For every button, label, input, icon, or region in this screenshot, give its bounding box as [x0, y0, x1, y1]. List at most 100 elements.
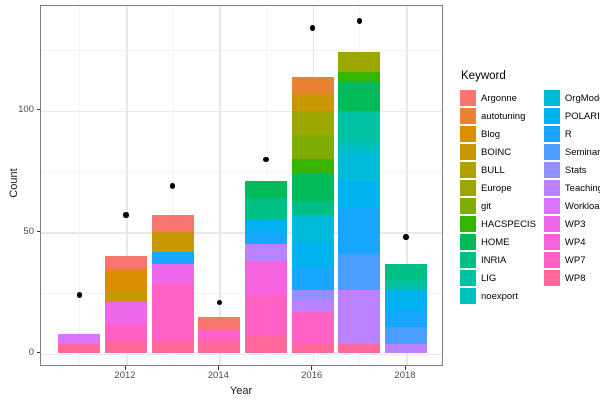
- legend-item-label: LIG: [481, 272, 497, 284]
- legend-key-swatch: [460, 234, 476, 250]
- bar-2011: [58, 334, 101, 354]
- bar-segment-2017-LIG: [338, 110, 381, 143]
- legend-item-label: WP7: [564, 254, 586, 266]
- legend-item-label: OrgMode: [564, 92, 600, 104]
- legend-item-OrgMode: OrgMode: [543, 89, 600, 107]
- y-major-gridline: [41, 110, 442, 113]
- y-major-gridline: [41, 232, 442, 234]
- y-axis-title: Count: [8, 168, 20, 198]
- count-point-2011: [76, 292, 83, 298]
- legend-key-swatch: [460, 180, 476, 196]
- legend-key-swatch: [460, 144, 476, 160]
- y-minor-gridline: [41, 171, 442, 173]
- bar-segment-2017-noexport: [338, 142, 381, 152]
- count-point-2017: [356, 18, 363, 24]
- x-tick-mark: [404, 366, 406, 370]
- legend-item-WP8: WP8: [543, 269, 600, 287]
- bar-segment-2013-WP8: [151, 341, 194, 354]
- bar-segment-2018-LIG: [385, 280, 427, 291]
- bar-segment-2012-BOINC: [105, 290, 147, 303]
- bar-segment-2013-Argonne: [151, 215, 194, 233]
- bar-2015: [245, 181, 287, 354]
- count-point-2013: [169, 183, 176, 189]
- x-major-gridline: [126, 6, 128, 365]
- bar-segment-2017-OrgMode: [338, 151, 381, 182]
- bar-segment-2016-git: [291, 134, 334, 160]
- plot-panel: [40, 5, 443, 366]
- bar-segment-2017-R: [338, 207, 381, 254]
- bar-segment-2018-POLARIS: [385, 290, 427, 310]
- bar-segment-2013-WP3: [151, 263, 194, 284]
- legend-item-Blog: Blog: [460, 125, 536, 143]
- y-tick-mark: [36, 230, 40, 232]
- legend-item-label: Argonne: [481, 92, 517, 104]
- y-tick-mark: [36, 352, 40, 353]
- bar-2013: [151, 215, 194, 354]
- bar-segment-2015-WP8: [245, 336, 287, 354]
- bar-segment-2015-WP7: [245, 295, 287, 337]
- bar-segment-2011-Workload: [58, 334, 101, 344]
- legend-item-WP7: WP7: [543, 251, 600, 269]
- bar-segment-2016-OrgMode: [291, 215, 334, 242]
- bar-segment-2016-Teaching: [291, 299, 334, 313]
- bar-segment-2018-R: [385, 309, 427, 327]
- bar-segment-2012-WP3: [105, 302, 147, 325]
- bar-segment-2012-Blog: [105, 268, 147, 291]
- legend-item-label: POLARIS: [564, 110, 600, 122]
- count-point-2015: [263, 156, 269, 163]
- legend-item-label: R: [564, 128, 572, 140]
- bar-segment-2016-HOME: [291, 173, 334, 201]
- legend-item-Europe: Europe: [460, 179, 536, 197]
- legend-key-swatch: [460, 198, 476, 214]
- legend-item-R: R: [543, 125, 600, 143]
- y-tick-label: 0: [28, 347, 34, 358]
- y-tick-label: 100: [18, 104, 34, 116]
- legend-item-label: autotuning: [481, 110, 526, 122]
- x-major-gridline: [219, 6, 221, 365]
- y-major-gridline: [41, 353, 442, 355]
- bar-2014: [198, 317, 241, 354]
- legend-key-swatch: [543, 108, 560, 124]
- legend-key-swatch: [543, 270, 560, 286]
- legend-item-Stats: Stats: [543, 161, 600, 179]
- legend-item-git: git: [460, 197, 536, 215]
- bar-segment-2017-HOME: [338, 81, 381, 111]
- legend-item-label: WP3: [564, 218, 586, 230]
- legend-item-label: BOINC: [481, 146, 512, 158]
- bar-segment-2015-POLARIS: [245, 219, 287, 233]
- bar-segment-2016-HACSPECIS: [291, 159, 334, 174]
- bar-segment-2016-Europe: [291, 110, 334, 135]
- legend-key-swatch: [543, 234, 560, 250]
- bar-2018: [385, 263, 427, 354]
- legend-item-label: BULL: [481, 164, 505, 176]
- x-tick-mark: [217, 366, 219, 370]
- bar-segment-2012-WP8: [105, 341, 147, 354]
- legend-item-HOME: HOME: [460, 233, 536, 251]
- legend-item-Seminar: Seminar: [543, 143, 600, 161]
- bar-segment-2016-autotuning: [291, 76, 334, 94]
- bar-segment-2015-WP4: [245, 261, 287, 296]
- x-tick-mark: [311, 366, 313, 370]
- bar-segment-2016-INRIA: [291, 200, 334, 216]
- legend-title: Keyword: [461, 70, 506, 82]
- bar-2012: [105, 256, 147, 354]
- bar-segment-2017-Teaching: [338, 290, 381, 344]
- legend-key-swatch: [543, 162, 560, 178]
- bar-segment-2017-WP8: [338, 343, 381, 354]
- legend-item-WP4: WP4: [543, 233, 600, 251]
- bar-segment-2012-Argonne: [105, 256, 147, 269]
- legend-item-label: WP4: [564, 236, 586, 248]
- legend-key-swatch: [460, 162, 476, 178]
- legend-item-label: HOME: [481, 236, 510, 248]
- legend-item-label: Europe: [481, 182, 512, 194]
- legend-key-swatch: [543, 198, 560, 214]
- legend: Keyword Argonne autotuning Blog BOINC BULL Eu…: [460, 70, 600, 305]
- bar-segment-2013-WP7: [151, 283, 194, 342]
- legend-item-WP3: WP3: [543, 215, 600, 233]
- bar-segment-2018-Teaching: [385, 343, 427, 354]
- legend-item-Teaching: Teaching: [543, 179, 600, 197]
- legend-key-swatch: [543, 252, 560, 268]
- legend-item-Workload: Workload: [543, 197, 600, 215]
- bar-segment-2018-INRIA: [385, 263, 427, 281]
- legend-item-autotuning: autotuning: [460, 107, 536, 125]
